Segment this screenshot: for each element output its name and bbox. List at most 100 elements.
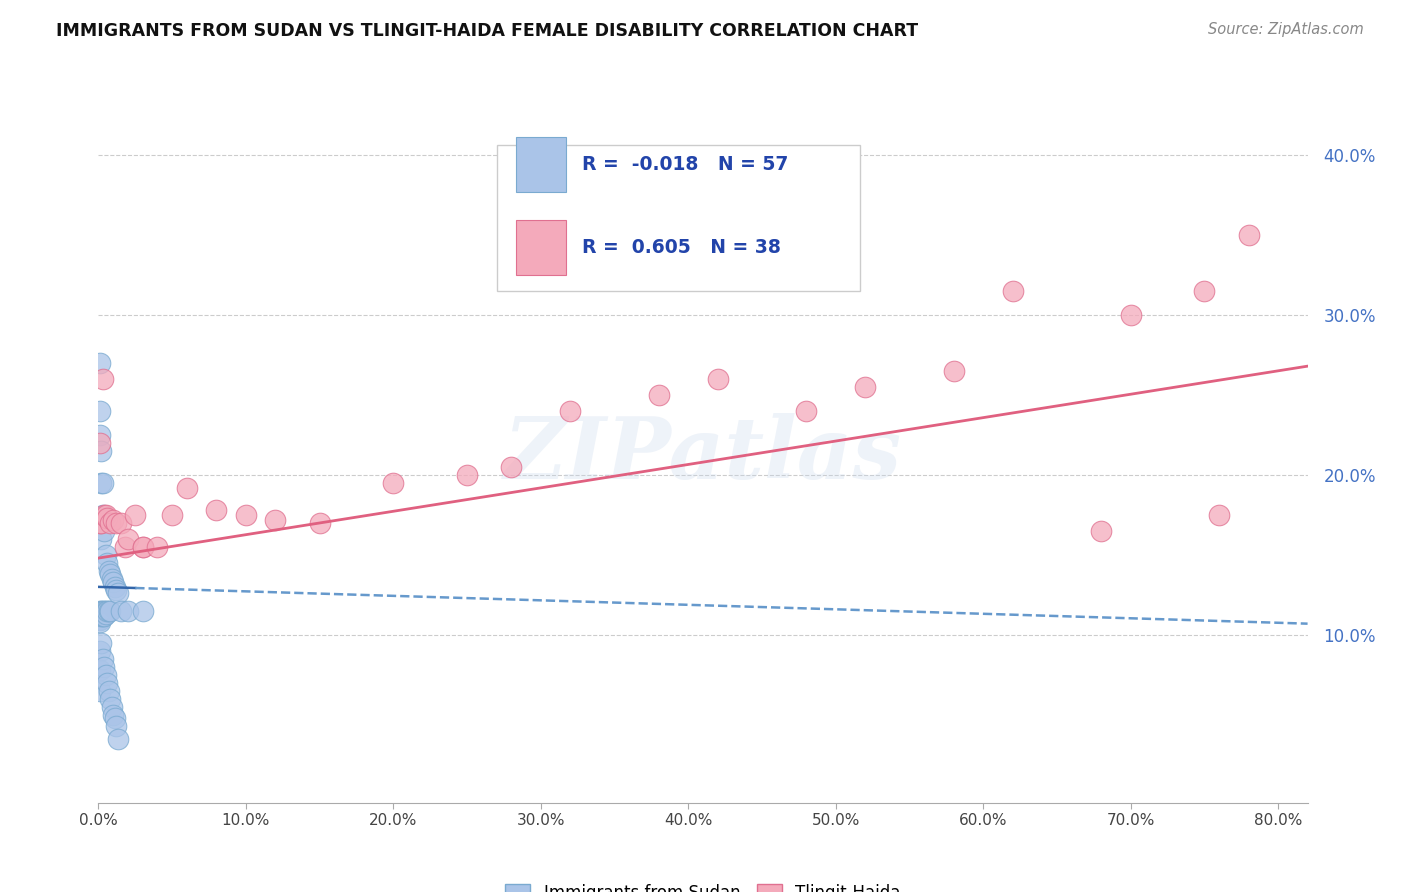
Point — [93, 660, 115, 674]
Point — [89, 612, 111, 626]
Point — [90, 608, 112, 623]
Point — [91, 652, 114, 666]
Point — [853, 380, 876, 394]
Point — [264, 513, 287, 527]
Point — [97, 564, 120, 578]
Point — [1090, 524, 1112, 538]
Point — [91, 607, 114, 621]
Point — [94, 508, 117, 522]
Point — [91, 372, 114, 386]
Point — [91, 475, 114, 490]
Point — [89, 404, 111, 418]
Point — [131, 540, 153, 554]
Point — [114, 540, 136, 554]
Point — [98, 604, 121, 618]
Point — [308, 516, 330, 530]
Point — [117, 604, 139, 618]
Point — [100, 572, 122, 586]
Point — [794, 404, 817, 418]
Point — [101, 513, 124, 527]
Point — [94, 607, 117, 621]
Point — [1208, 508, 1230, 522]
Point — [98, 567, 121, 582]
Point — [94, 604, 117, 618]
Point — [105, 719, 128, 733]
Point — [89, 608, 111, 623]
Point — [89, 615, 111, 629]
Point — [89, 604, 111, 618]
Point — [90, 475, 112, 490]
FancyBboxPatch shape — [516, 220, 567, 276]
Point — [97, 683, 120, 698]
Point — [560, 404, 582, 418]
FancyBboxPatch shape — [498, 145, 860, 292]
Point — [110, 516, 132, 530]
Point — [89, 614, 111, 628]
Point — [89, 663, 111, 677]
Text: ZIPatlas: ZIPatlas — [503, 413, 903, 497]
Point — [96, 556, 118, 570]
Point — [98, 516, 121, 530]
Point — [110, 604, 132, 618]
Point — [89, 356, 111, 370]
Point — [91, 608, 114, 623]
Point — [96, 511, 118, 525]
Point — [160, 508, 183, 522]
Point — [1001, 284, 1024, 298]
Point — [93, 524, 115, 538]
Point — [89, 516, 111, 530]
Point — [96, 676, 118, 690]
Point — [382, 475, 405, 490]
Point — [90, 607, 112, 621]
Point — [105, 583, 128, 598]
Point — [131, 604, 153, 618]
Point — [93, 607, 115, 621]
Point — [90, 636, 112, 650]
Point — [146, 540, 169, 554]
Point — [104, 580, 127, 594]
Point — [89, 607, 111, 621]
Text: Source: ZipAtlas.com: Source: ZipAtlas.com — [1208, 22, 1364, 37]
Legend: Immigrants from Sudan, Tlingit-Haida: Immigrants from Sudan, Tlingit-Haida — [499, 877, 907, 892]
Point — [90, 444, 112, 458]
Point — [93, 508, 115, 522]
Point — [176, 481, 198, 495]
Point — [1119, 308, 1142, 322]
Point — [501, 459, 523, 474]
Point — [107, 731, 129, 746]
Point — [94, 668, 117, 682]
Point — [706, 372, 728, 386]
Point — [91, 508, 114, 522]
Point — [456, 467, 478, 482]
Point — [105, 516, 128, 530]
Point — [235, 508, 257, 522]
Point — [89, 436, 111, 450]
Point — [90, 604, 112, 618]
Point — [89, 683, 111, 698]
Point — [89, 644, 111, 658]
Point — [100, 699, 122, 714]
Point — [101, 575, 124, 590]
Text: IMMIGRANTS FROM SUDAN VS TLINGIT-HAIDA FEMALE DISABILITY CORRELATION CHART: IMMIGRANTS FROM SUDAN VS TLINGIT-HAIDA F… — [56, 22, 918, 40]
Point — [89, 428, 111, 442]
FancyBboxPatch shape — [516, 137, 567, 192]
Text: R =  0.605   N = 38: R = 0.605 N = 38 — [582, 238, 780, 258]
Point — [93, 608, 115, 623]
Point — [94, 548, 117, 562]
Point — [90, 532, 112, 546]
Point — [97, 604, 120, 618]
Point — [648, 388, 671, 402]
Point — [98, 691, 121, 706]
Point — [93, 604, 115, 618]
Point — [104, 711, 127, 725]
Point — [91, 604, 114, 618]
Text: R =  -0.018   N = 57: R = -0.018 N = 57 — [582, 155, 789, 174]
Point — [124, 508, 146, 522]
Point — [90, 516, 112, 530]
Point — [117, 532, 139, 546]
Point — [942, 364, 965, 378]
Point — [1237, 227, 1260, 242]
Point — [1194, 284, 1216, 298]
Point — [89, 610, 111, 624]
Point — [131, 540, 153, 554]
